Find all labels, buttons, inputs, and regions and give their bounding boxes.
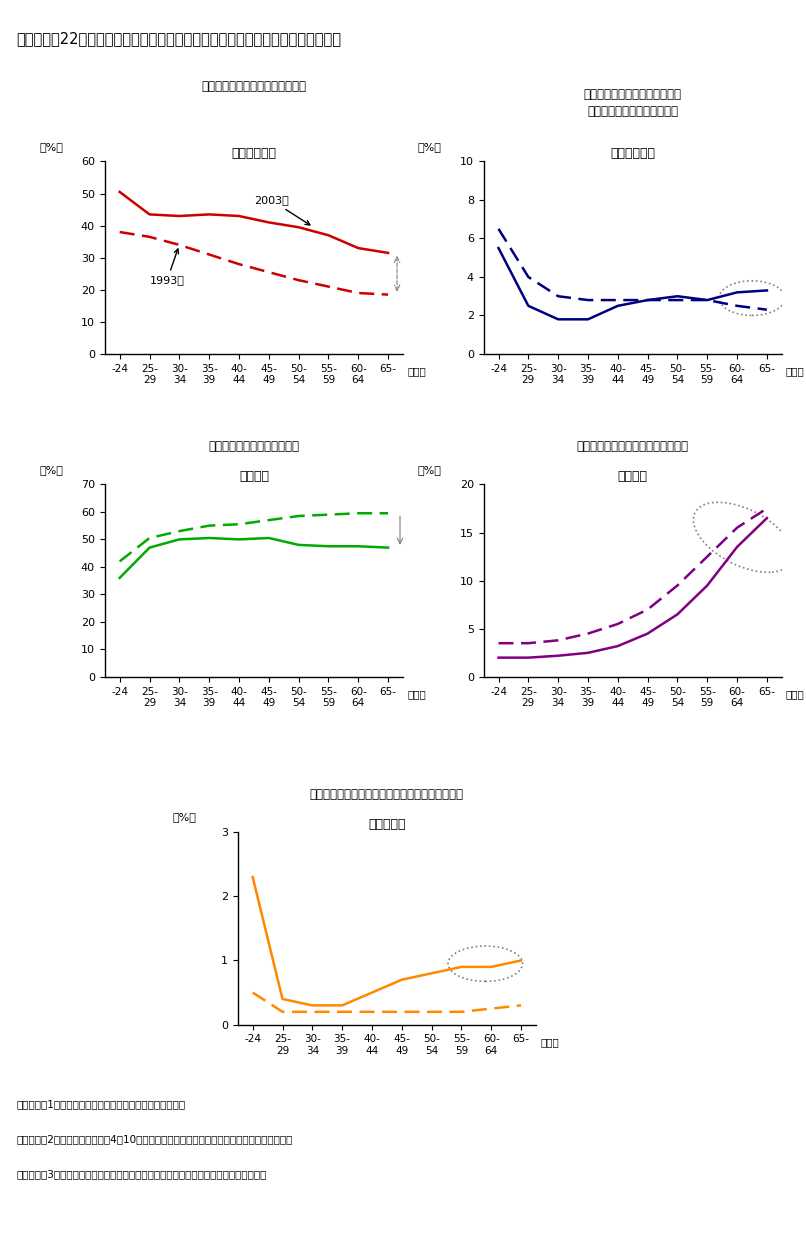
Text: （%）: （%） [172,812,196,822]
Text: （%）: （%） [39,465,63,474]
Title: 注文新築: 注文新築 [239,471,269,483]
Text: 新築物件の購入割合は顕著に増加: 新築物件の購入割合は顕著に増加 [202,81,306,93]
Text: （歳）: （歳） [540,1037,559,1047]
Text: 第３－２－22図　過去５年以内に建築・入居した持家の取得形態別、年齢別推移: 第３－２－22図 過去５年以内に建築・入居した持家の取得形態別、年齢別推移 [16,31,341,46]
Text: （%）: （%） [418,465,442,474]
Title: 建て替え: 建て替え [617,471,648,483]
Text: 2003年: 2003年 [254,195,310,225]
Text: （%）: （%） [418,142,442,152]
Text: （歳）: （歳） [407,366,426,376]
Text: 注文新築の割合は大きく低下: 注文新築の割合は大きく低下 [209,441,299,453]
Text: 2．調査時点から過去4年10ヶ月以内に建築・入居した持家の形態別、年齢別割合。: 2．調査時点から過去4年10ヶ月以内に建築・入居した持家の形態別、年齢別割合。 [16,1134,293,1144]
Title: 新築物件購入: 新築物件購入 [231,148,276,160]
Text: 1993年: 1993年 [150,248,185,286]
Text: ウェイトは小さいが相続・贈与は高年齢層で増加: ウェイトは小さいが相続・贈与は高年齢層で増加 [310,789,464,801]
Title: 中古物件購入: 中古物件購入 [610,148,655,160]
Text: ウェイトは小さいが中古物件の
購入割合は、高年齢層で増加: ウェイトは小さいが中古物件の 購入割合は、高年齢層で増加 [584,88,682,118]
Text: （歳）: （歳） [407,689,426,699]
Text: 3．注文新築：建て替えを除く新築、相続・贈与：相続・贈与後の増改築等。: 3．注文新築：建て替えを除く新築、相続・贈与：相続・贈与後の増改築等。 [16,1169,267,1179]
Text: （歳）: （歳） [786,366,804,376]
Text: （%）: （%） [39,142,63,152]
Text: （歳）: （歳） [786,689,804,699]
Text: 建て替えは高年齢層で顕著に高まる: 建て替えは高年齢層で顕著に高まる [577,441,688,453]
Text: （備考）　1．総務省「住宅・土地統計調査」により作成。: （備考） 1．総務省「住宅・土地統計調査」により作成。 [16,1099,185,1109]
Title: 相続・贈与: 相続・贈与 [368,818,405,831]
